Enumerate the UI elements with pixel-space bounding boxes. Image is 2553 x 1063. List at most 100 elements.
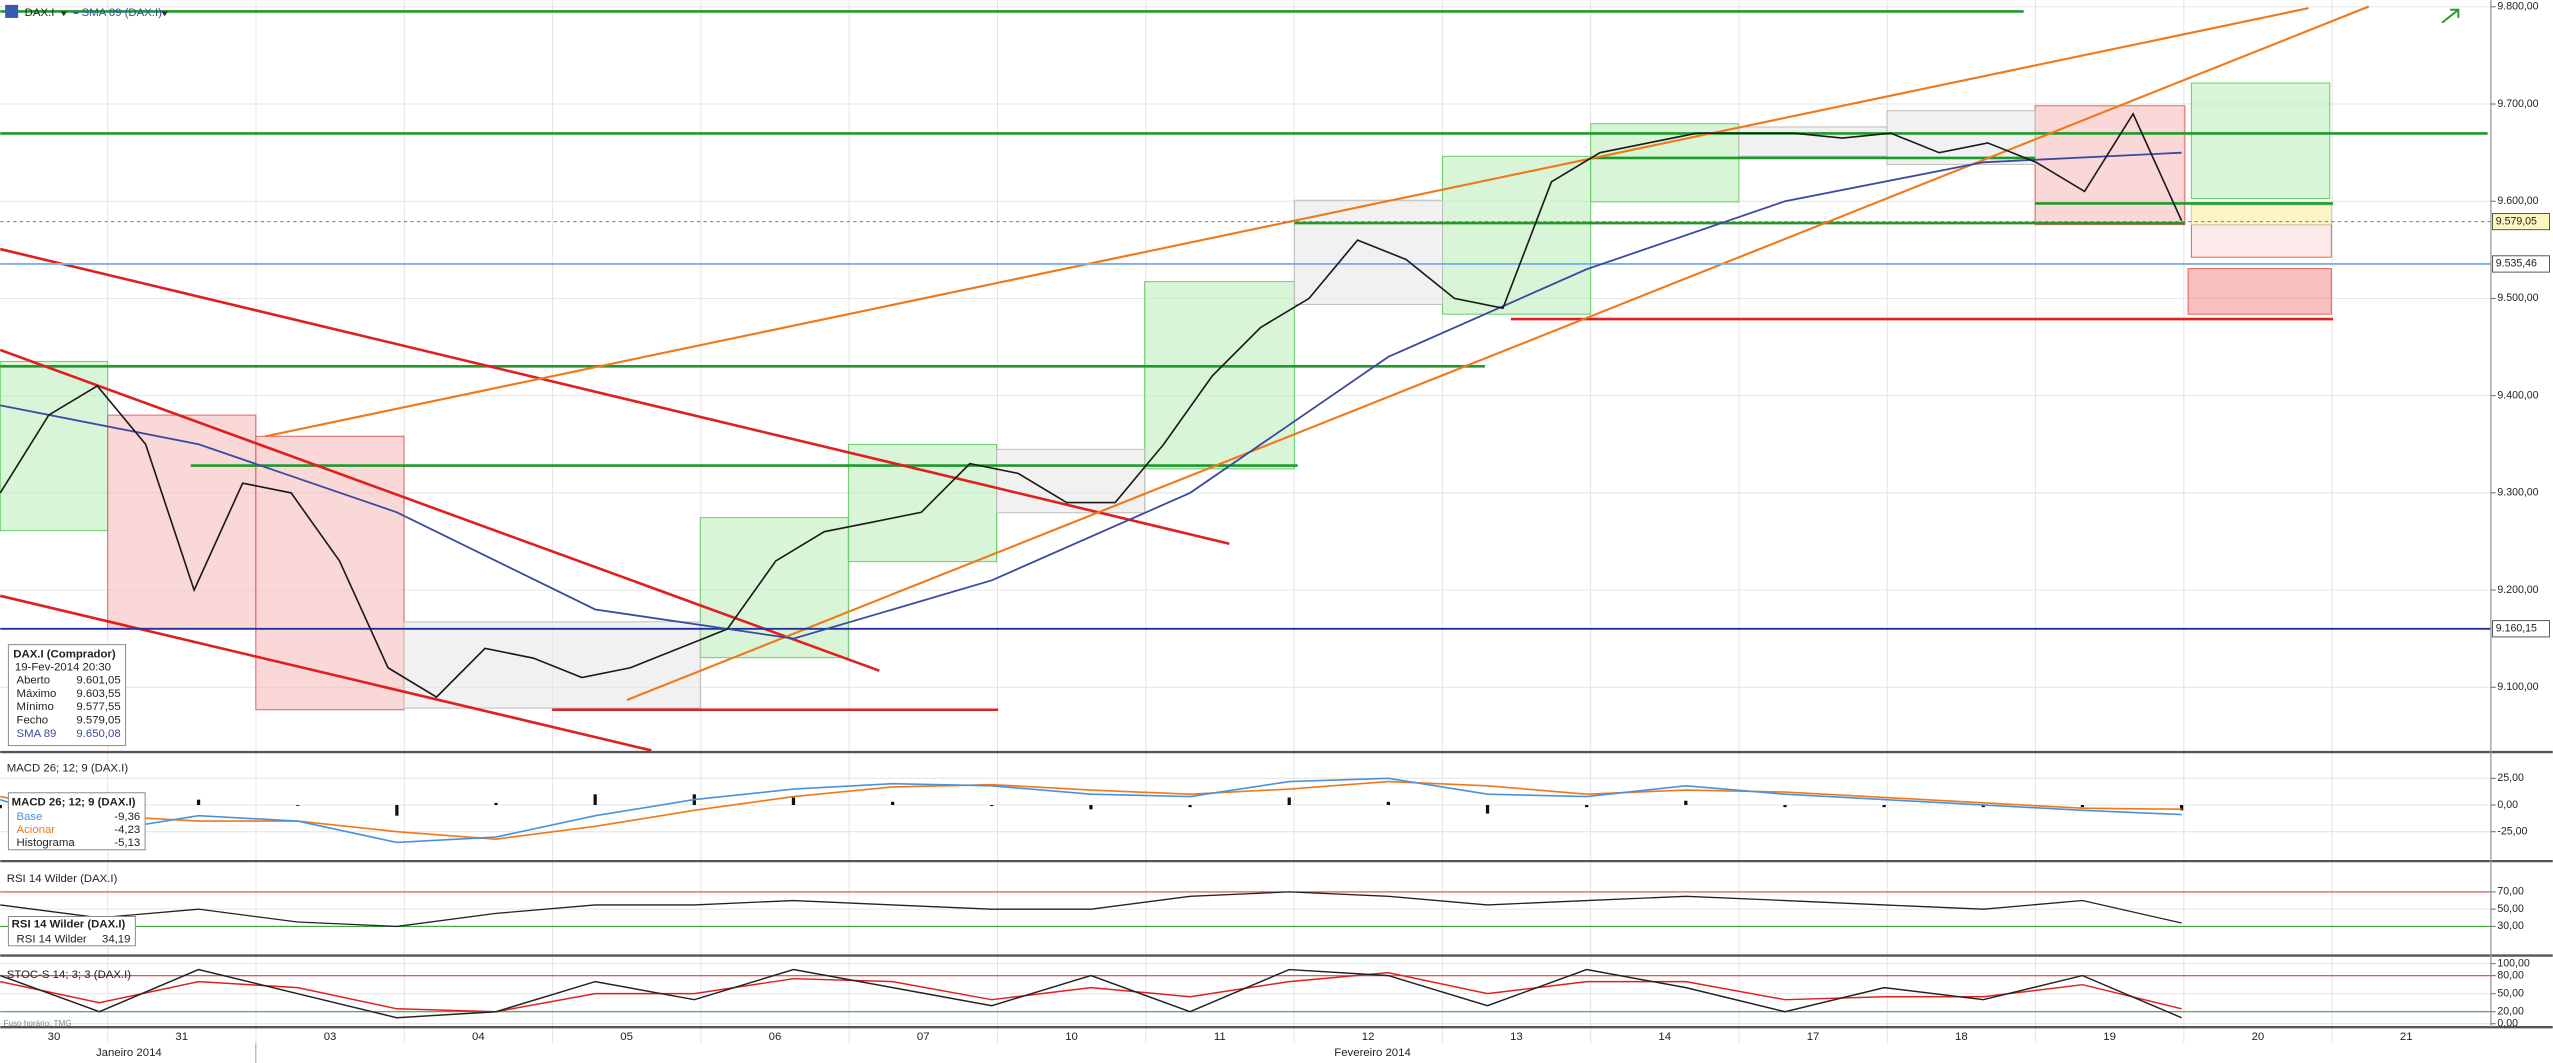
trend-icon[interactable] — [2441, 8, 2460, 24]
x-tick-label: 17 — [1807, 1031, 1820, 1043]
y-tick-label: 70,00 — [2497, 886, 2524, 898]
histogram-bar — [1684, 800, 1688, 806]
info-rows: Aberto 9.601,05 Máximo 9.603,55 Mínimo 9.577,… — [17, 674, 121, 739]
rsi-legend-value: 34,19 — [102, 933, 130, 945]
x-tick-label: 03 — [324, 1031, 337, 1043]
symbol[interactable]: DAX.I — [25, 7, 55, 19]
histogram-bar — [791, 797, 796, 806]
histogram-bar — [395, 805, 399, 816]
x-tick-label: 31 — [175, 1031, 188, 1043]
histogram-bar — [1485, 805, 1490, 814]
dropdown-arrow[interactable] — [60, 11, 67, 17]
rsi-legend-title: RSI 14 Wilder (DAX.I) — [12, 919, 126, 931]
x-tick-label: 13 — [1510, 1031, 1523, 1043]
y-tick-label: 9.100,00 — [2497, 681, 2538, 693]
info-value: 9.577,55 — [76, 701, 120, 713]
x-tick-label: 11 — [1214, 1031, 1226, 1043]
histogram-bar — [890, 801, 895, 806]
month-label: Janeiro 2014 — [96, 1047, 162, 1059]
rsi-line — [0, 891, 2182, 928]
macd-legend-title: MACD 26; 12; 9 (DAX.I) — [12, 797, 136, 809]
x-tick-label: 21 — [2400, 1031, 2413, 1043]
x-tick-label: 10 — [1065, 1031, 1078, 1043]
y-tick-label: 9.400,00 — [2497, 389, 2538, 401]
histogram-bar — [1585, 805, 1589, 808]
info-label: Aberto — [17, 674, 51, 686]
macd-legend-label: Histograma — [17, 837, 76, 849]
x-tick-label: 04 — [472, 1031, 485, 1043]
histogram-bar — [1882, 805, 1886, 808]
y-tick-label: 0,00 — [2497, 799, 2518, 811]
histogram-bar — [296, 805, 300, 806]
y-tick-label: 9.700,00 — [2497, 98, 2538, 110]
x-tick-label: 07 — [917, 1031, 930, 1043]
info-date: 19-Fev-2014 20:30 — [15, 661, 111, 673]
macd-legend-value: -4,23 — [114, 824, 140, 836]
y-tick-label: 0,00 — [2497, 1018, 2518, 1030]
histogram-bar — [1089, 805, 1093, 810]
info-value: 9.603,55 — [76, 688, 120, 700]
x-tick-label: 30 — [48, 1031, 61, 1043]
price-marker-box — [2492, 213, 2550, 231]
stoch-title[interactable]: STOC-S 14; 3; 3 (DAX.I) — [7, 969, 132, 981]
y-tick-label: 9.800,00 — [2497, 1, 2538, 13]
x-tick-label: 05 — [620, 1031, 633, 1043]
x-tick-label: 20 — [2252, 1031, 2265, 1043]
y-tick-label: 9.200,00 — [2497, 584, 2538, 596]
price-marker-label: 9.160,15 — [2496, 623, 2537, 635]
y-tick-label: 30,00 — [2497, 920, 2524, 932]
dropdown-arrow[interactable] — [161, 11, 168, 17]
y-tick-label: 80,00 — [2497, 969, 2524, 981]
y-tick-label: 9.300,00 — [2497, 487, 2538, 499]
y-tick-label: 20,00 — [2497, 1006, 2524, 1018]
price-marker-label: 9.535,46 — [2496, 258, 2537, 270]
macd-signal-line — [0, 780, 2182, 840]
histogram-bar — [1188, 805, 1192, 808]
info-label: Mínimo — [17, 701, 54, 713]
histogram-bar — [990, 805, 994, 807]
info-label: SMA 89 — [17, 728, 57, 740]
histogram-bar — [1386, 801, 1391, 806]
x-tick-label: 18 — [1955, 1031, 1968, 1043]
macd-legend-box — [7, 792, 146, 851]
macd-legend-label: Base — [17, 811, 43, 823]
rsi-legend-label: RSI 14 Wilder — [17, 933, 87, 945]
plot — [0, 112, 2491, 1019]
info-title: DAX.I (Comprador) — [13, 648, 116, 660]
histogram-bar — [593, 794, 597, 806]
macd-title[interactable]: MACD 26; 12; 9 (DAX.I) — [7, 762, 129, 774]
price-marker-box — [2492, 620, 2550, 638]
info-box — [7, 644, 127, 747]
timezone: Fuso horário: TMG — [4, 1019, 72, 1028]
x-tick-label: 14 — [1658, 1031, 1671, 1043]
rsi-legend-box — [7, 916, 136, 947]
y-tick-label: 9.500,00 — [2497, 292, 2538, 304]
stoch-k-line — [0, 968, 2182, 1019]
macd-base-line — [0, 777, 2182, 844]
y-tick-label: 100,00 — [2497, 957, 2529, 969]
stoch-d-line — [0, 971, 2182, 1013]
indicator[interactable]: SMA 89 (DAX.I) — [82, 7, 162, 19]
info-label: Fecho — [17, 715, 49, 727]
histogram-bar — [1783, 805, 1787, 808]
rsi-title[interactable]: RSI 14 Wilder (DAX.I) — [7, 873, 118, 885]
y-tick-label: 50,00 — [2497, 987, 2524, 999]
macd-legend-value: -5,13 — [114, 837, 140, 849]
histogram-bar — [2080, 805, 2085, 808]
y-tick-label: 9.600,00 — [2497, 195, 2538, 207]
y-tick-label: -25,00 — [2497, 826, 2527, 838]
x-tick-label: 19 — [2103, 1031, 2116, 1043]
info-value: 9.650,08 — [76, 728, 120, 740]
macd-legend-value: -9,36 — [114, 811, 140, 823]
macd-legend-label: Acionar — [17, 824, 56, 836]
y-tick-label: 25,00 — [2497, 772, 2524, 784]
info-value: 9.579,05 — [76, 715, 120, 727]
symbol-icon[interactable] — [5, 4, 19, 18]
histogram-bar — [0, 805, 2, 809]
histogram-bar — [2179, 805, 2184, 811]
month-label: Fevereiro 2014 — [1334, 1047, 1411, 1059]
x-tick-label: 06 — [769, 1031, 782, 1043]
annotations — [0, 5, 2488, 752]
pane-separators — [0, 0, 2553, 1029]
